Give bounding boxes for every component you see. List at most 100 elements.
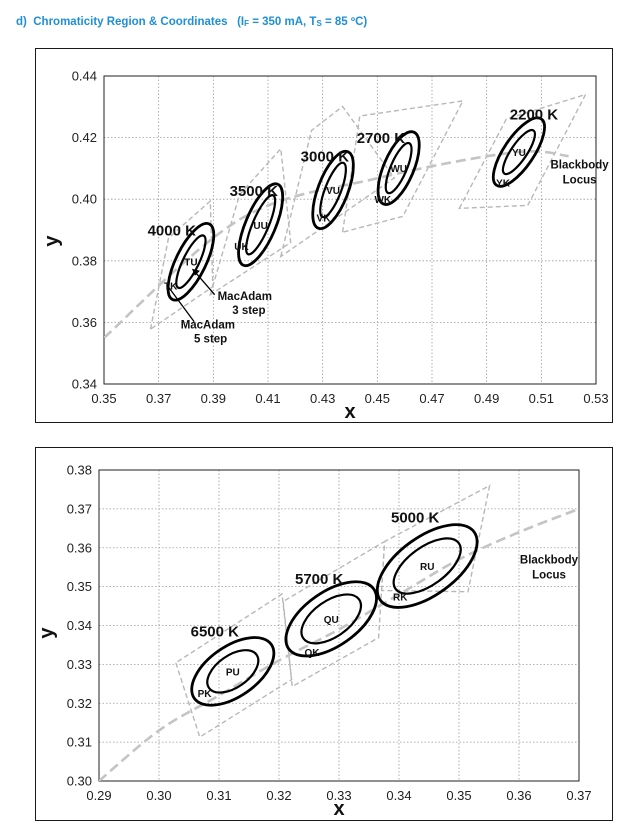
x-tick-label: 0.53 xyxy=(583,391,608,406)
y-axis-label: y xyxy=(41,235,63,247)
condition-mid: = 350 mA, T xyxy=(249,16,317,28)
x-tick-label: 0.33 xyxy=(326,788,351,803)
x-axis-label: x xyxy=(333,798,344,820)
plot-layer xyxy=(104,93,587,339)
y-tick-label: 0.37 xyxy=(67,501,92,516)
bin-quadrangle xyxy=(341,100,465,234)
bin-quadrangle xyxy=(149,199,214,331)
bin-quadrangle xyxy=(174,592,293,739)
condition-end: = 85 ºC) xyxy=(321,16,368,28)
macadam-5-step-ellipse xyxy=(311,149,355,231)
cct-label: 2700 K xyxy=(357,130,406,147)
macadam-5-step-ellipse xyxy=(190,636,276,707)
y-tick-label: 0.42 xyxy=(72,130,97,145)
x-tick-label: 0.37 xyxy=(146,391,171,406)
locus-label-line2: Locus xyxy=(532,569,566,581)
x-tick-label: 0.36 xyxy=(506,788,531,803)
x-axis-label: x xyxy=(344,401,355,422)
bin-label: WK xyxy=(374,195,391,206)
x-tick-label: 0.31 xyxy=(206,788,231,803)
bin-label: PK xyxy=(198,689,213,700)
x-tick-label: 0.35 xyxy=(446,788,471,803)
macadam-3-step-ellipse xyxy=(175,234,207,290)
bin-label: TK xyxy=(164,281,178,292)
bin-label: RK xyxy=(393,592,408,603)
y-tick-label: 0.38 xyxy=(72,253,97,268)
macadam-3-step-ellipse xyxy=(319,161,347,219)
macadam-3-step-ellipse xyxy=(384,141,413,195)
bin-quadrangle xyxy=(209,147,292,297)
y-tick-label: 0.36 xyxy=(72,315,97,330)
bin-label: YK xyxy=(496,178,511,189)
bin-quadrangle xyxy=(458,93,587,210)
condition-ts-sub: S xyxy=(316,19,322,28)
chart-panel-warm: 0.35 0.37 0.39 0.41 0.43 0.45 0.47 0.49 0.51 0.53… xyxy=(35,48,613,423)
bin-label: WU xyxy=(390,164,407,175)
macadam-3-arrow-line xyxy=(193,270,216,296)
x-tick-label: 0.39 xyxy=(201,391,226,406)
macadam-5-step-ellipse xyxy=(376,130,421,206)
macadam-3-step-ellipse xyxy=(501,128,537,176)
macadam-3-step-ellipse xyxy=(300,593,363,645)
y-tick-label: 0.34 xyxy=(67,618,92,633)
x-tick-label: 0.43 xyxy=(310,391,335,406)
macadam-5-step-ellipse xyxy=(491,116,546,188)
x-tick-label: 0.32 xyxy=(266,788,291,803)
cct-label: 6500 K xyxy=(191,623,240,640)
macadam-3-label-line2: 3 step xyxy=(232,305,265,317)
macadam-3-arrow-head xyxy=(191,268,200,276)
section-prefix: d) xyxy=(16,16,27,28)
x-tick-label: 0.49 xyxy=(474,391,499,406)
condition-if-sub: F xyxy=(244,19,250,28)
locus-label-line2: Locus xyxy=(563,174,597,186)
bin-quadrangle xyxy=(279,105,396,259)
macadam-5-pointer-line xyxy=(166,284,195,323)
chart-panel-cool: 0.29 0.30 0.31 0.32 0.33 0.34 0.35 0.36 0.37 0.30… xyxy=(35,447,613,821)
bin-quadrangle xyxy=(380,484,491,593)
section-title-text: Chromaticity Region & Coordinates xyxy=(33,16,228,28)
macadam-3-step-ellipse xyxy=(245,194,277,256)
x-tick-label: 0.37 xyxy=(566,788,591,803)
section-title: d) Chromaticity Region & Coordinates (IF… xyxy=(16,16,367,28)
cct-label: 3500 K xyxy=(230,183,279,200)
plot-area-frame xyxy=(98,469,580,782)
y-tick-label: 0.32 xyxy=(67,696,92,711)
x-tick-label: 0.30 xyxy=(146,788,171,803)
macadam-5-step-ellipse xyxy=(166,222,216,302)
macadam-3-label-line1: MacAdam xyxy=(218,291,272,303)
condition-open: (I xyxy=(237,16,245,28)
bin-label: QK xyxy=(305,648,321,659)
macadam-5-label-line2: 5 step xyxy=(194,334,227,346)
y-tick-label: 0.33 xyxy=(67,657,92,672)
locus-label-line1: Blackbody xyxy=(551,159,610,171)
bin-label: UU xyxy=(253,221,267,232)
x-tick-label: 0.35 xyxy=(91,391,116,406)
y-tick-label: 0.38 xyxy=(67,463,92,478)
chart-cool-svg: 0.29 0.30 0.31 0.32 0.33 0.34 0.35 0.36 0.370.30… xyxy=(36,463,592,821)
x-tick-label: 0.51 xyxy=(529,391,554,406)
y-axis-label: y xyxy=(36,627,58,639)
plot-area-frame xyxy=(103,75,597,385)
y-tick-label: 0.35 xyxy=(67,579,92,594)
macadam-5-label-line1: MacAdam xyxy=(181,320,235,332)
blackbody-locus-line xyxy=(99,507,579,781)
bin-label: UK xyxy=(234,242,249,253)
bin-label: YU xyxy=(512,148,526,159)
cct-label: 5000 K xyxy=(391,509,440,526)
x-tick-label: 0.41 xyxy=(255,391,280,406)
cct-label: 5700 K xyxy=(295,571,344,588)
macadam-3-step-ellipse xyxy=(392,537,462,595)
y-tick-label: 0.40 xyxy=(72,192,97,207)
bin-label: TU xyxy=(184,258,197,269)
bin-quadrangle xyxy=(282,540,386,688)
locus-label-line1: Blackbody xyxy=(520,554,579,566)
x-tick-label: 0.47 xyxy=(419,391,444,406)
cct-label: 3000 K xyxy=(301,148,350,165)
bin-label: RU xyxy=(420,562,434,573)
bin-label: PU xyxy=(226,667,240,678)
x-tick-label: 0.29 xyxy=(86,788,111,803)
y-tick-label: 0.31 xyxy=(67,735,92,750)
cct-label: 2200 K xyxy=(510,107,559,124)
macadam-5-step-ellipse xyxy=(284,580,378,658)
x-tick-label: 0.34 xyxy=(386,788,411,803)
